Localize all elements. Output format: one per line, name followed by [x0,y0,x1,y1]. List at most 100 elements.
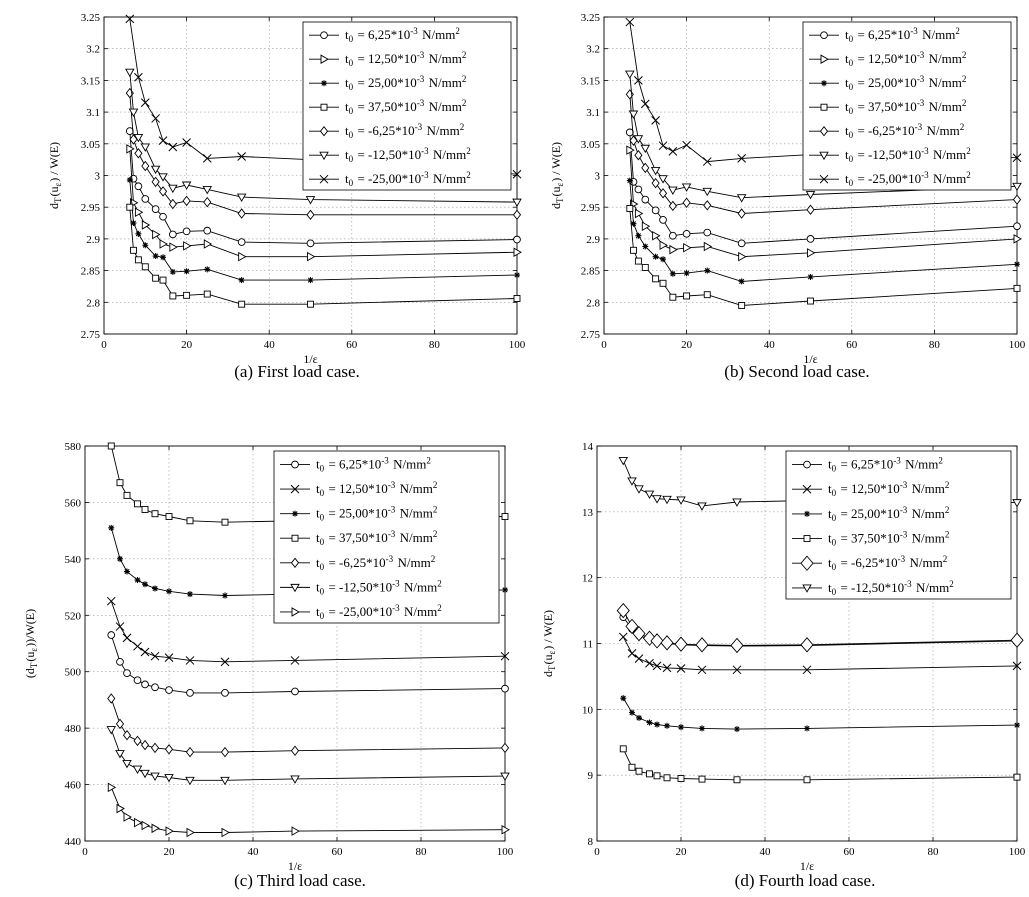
x-tick-label: 40 [764,339,776,351]
data-point [185,656,195,665]
legend-entry-label: t0 = -25,00*10-3 N/mm2 [316,603,443,621]
series-5 [107,693,510,758]
y-axis-label: (dT (uε ))/W(E) [23,609,39,678]
data-point [619,745,627,753]
data-point [150,772,160,782]
data-point [203,239,213,249]
data-point [116,555,123,562]
data-point [306,209,315,221]
data-point [160,254,167,261]
x-tick-label: 100 [1009,339,1026,351]
data-point [501,513,509,520]
data-point [652,495,662,504]
y-axis-label: dT (uε ) / W(E) [541,610,557,677]
data-point [133,641,142,651]
data-point [238,277,245,284]
data-point [238,251,247,262]
data-point [203,226,212,235]
y-tick-label: 3.2 [86,44,100,56]
legend-entry-label: t0 = 6,25*10-3 N/mm2 [828,456,944,474]
data-point [652,253,659,260]
series-7 [107,782,510,838]
data-point [141,506,149,513]
data-point [658,141,668,151]
data-point [159,276,167,284]
data-point [682,140,691,150]
series-line [110,787,506,833]
data-point [134,817,143,828]
data-point [1013,284,1021,292]
legend: t0 = 6,25*10-3 N/mm2 t0 = 12,50*10-3 N/m… [802,21,1012,191]
series-4 [107,442,509,526]
data-point [646,719,653,726]
data-point [662,495,672,505]
data-point [703,241,713,252]
x-tick-label: 40 [760,846,772,858]
data-point [502,586,508,593]
data-point [660,256,667,263]
x-axis-label: 1/ε [803,352,817,366]
legend-entry-label: t0 = 37,50*10-3 N/mm2 [828,530,950,548]
data-point [164,744,174,755]
data-point [182,195,191,207]
y-tick-label: 3.1 [586,107,600,119]
data-point [123,491,131,499]
data-point [133,676,142,685]
data-point [141,263,149,271]
data-point [159,212,167,221]
data-point [152,253,159,260]
data-point [307,251,316,262]
data-point [115,718,125,730]
legend-marker [291,534,299,542]
series-line [629,74,1018,199]
series-2 [106,596,510,667]
x-tick-label: 100 [509,339,526,351]
data-point [134,256,142,264]
data-point [634,185,643,194]
data-point [115,622,125,631]
series-line [110,729,506,781]
x-tick-label: 60 [844,846,856,858]
data-point [130,246,137,254]
legend-marker [802,484,812,494]
legend-marker [319,125,329,137]
data-point [151,510,159,518]
data-point [627,649,637,658]
data-point [704,267,711,274]
data-point [668,200,677,212]
data-point [652,230,661,241]
data-point [106,726,117,735]
data-point [116,803,125,814]
data-point [221,827,230,838]
data-point [107,693,116,704]
legend-entry-label: t0 = -12,50*10-3 N/mm2 [345,146,472,164]
series-6 [625,70,1022,203]
data-point [185,776,195,786]
legend-box [785,450,1012,600]
y-tick-label: 3 [95,171,101,183]
data-point [806,235,815,243]
data-point [141,160,150,172]
x-tick-label: 80 [929,339,941,351]
y-tick-label: 520 [65,610,82,622]
data-point [130,220,137,227]
data-point [626,145,635,155]
data-point [169,242,178,252]
y-tick-label: 2.75 [581,329,601,341]
data-point [658,175,668,184]
legend-entry-label: t0 = -6,25*10-3 N/mm2 [345,122,465,140]
x-tick-label: 40 [264,339,276,351]
legend-marker [292,510,298,517]
legend-marker [821,80,827,87]
data-point [738,278,745,285]
data-point [202,154,212,163]
data-point [668,231,677,240]
data-point [630,246,637,254]
y-tick-label: 8 [588,836,594,848]
y-axis-label: dT (uε ) / W(E) [47,142,63,209]
series-line [129,72,518,203]
y-tick-label: 2.85 [81,266,101,278]
data-point [125,68,135,78]
data-point [126,176,133,183]
y-tick-label: 2.85 [581,266,601,278]
